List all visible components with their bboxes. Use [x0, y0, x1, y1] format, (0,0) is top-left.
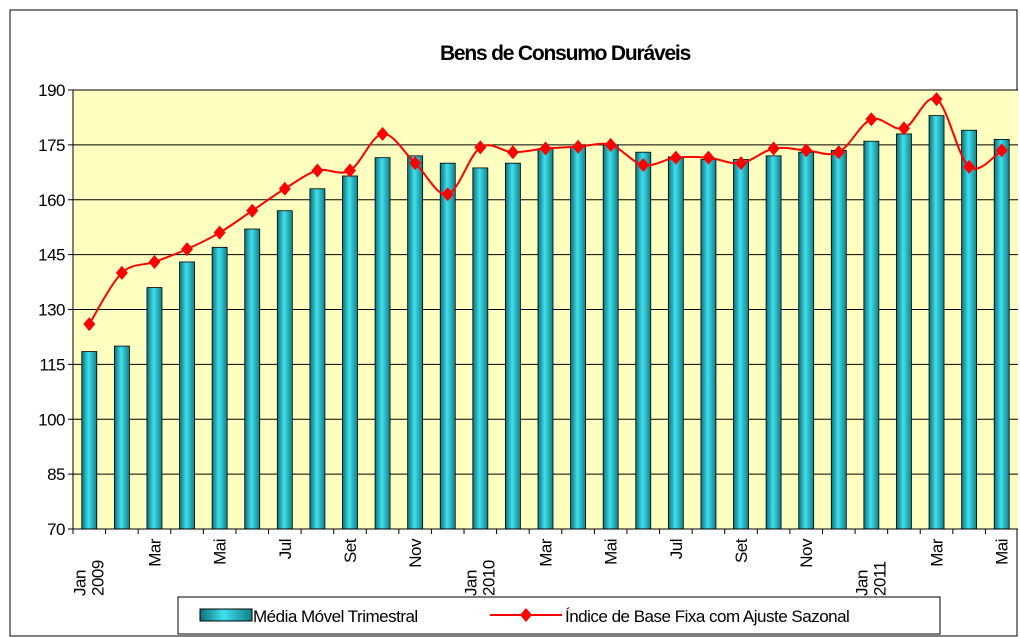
- x-tick-label: Mar: [928, 538, 947, 567]
- x-tick-label: Jan2011: [852, 561, 889, 596]
- y-tick-label: 160: [38, 191, 65, 210]
- bar: [928, 115, 945, 530]
- bar: [700, 159, 717, 530]
- line-marker: [115, 265, 128, 280]
- line-marker: [767, 141, 780, 156]
- x-tick-label: Mar: [145, 538, 164, 567]
- chart-title: Bens de Consumo Duráveis: [440, 42, 691, 65]
- line-marker: [376, 126, 389, 141]
- bar: [276, 210, 293, 530]
- bar: [244, 228, 261, 530]
- bar: [765, 155, 782, 530]
- legend-swatch: [199, 608, 253, 622]
- x-tick-label: Jan2009: [70, 560, 107, 596]
- bar: [439, 162, 456, 530]
- legend-label: Índice de Base Fixa com Ajuste Sazonal: [565, 607, 849, 626]
- line-marker: [735, 156, 748, 171]
- bar: [896, 133, 912, 530]
- line-marker: [897, 121, 910, 136]
- line-marker: [669, 150, 682, 165]
- bar: [179, 261, 195, 530]
- line-marker: [83, 317, 96, 332]
- line-marker: [181, 242, 194, 257]
- bar: [472, 167, 489, 530]
- y-tick-label: 115: [39, 355, 65, 374]
- line-marker: [474, 140, 487, 155]
- line-marker: [702, 150, 715, 165]
- y-tick-label: 145: [38, 246, 65, 265]
- x-tick-label: Set: [341, 538, 360, 563]
- bar: [374, 157, 391, 530]
- bar: [993, 138, 1010, 530]
- line-marker: [246, 203, 259, 218]
- bar: [407, 155, 424, 530]
- bar: [667, 156, 684, 530]
- bar: [342, 175, 358, 530]
- bar: [830, 149, 847, 530]
- bar: [309, 188, 326, 530]
- line-marker: [995, 143, 1008, 158]
- legend-label: Média Móvel Trimestral: [253, 607, 418, 626]
- y-tick-label: 190: [38, 81, 65, 100]
- x-tick-label: Set: [732, 538, 751, 563]
- bar: [146, 287, 163, 530]
- line-marker: [865, 112, 878, 127]
- line-marker: [441, 187, 454, 202]
- bar: [733, 159, 749, 530]
- line-marker: [604, 137, 617, 152]
- line-marker: [572, 139, 585, 154]
- line-marker: [800, 143, 813, 158]
- bar: [863, 140, 880, 530]
- line-marker: [343, 163, 356, 178]
- x-tick-label: Nov: [797, 538, 816, 568]
- line-marker: [637, 157, 650, 172]
- legend-swatch: [520, 608, 532, 622]
- bar: [961, 129, 978, 530]
- y-tick-label: 175: [38, 136, 65, 155]
- y-tick-label: 85: [47, 465, 65, 484]
- bar: [211, 246, 228, 530]
- bar: [505, 162, 521, 530]
- line-marker: [278, 181, 291, 196]
- bar: [113, 345, 130, 530]
- x-tick-label: Jul: [276, 539, 295, 559]
- line-marker: [539, 141, 552, 156]
- x-tick-label: Mai: [993, 539, 1012, 565]
- y-tick-label: 100: [38, 410, 65, 429]
- line-marker: [963, 159, 976, 174]
- x-tick-label: Mai: [602, 539, 621, 565]
- bar: [81, 351, 98, 530]
- x-tick-label: Mai: [211, 539, 230, 565]
- bar: [602, 144, 619, 530]
- line-marker: [311, 163, 324, 178]
- y-tick-label: 130: [38, 301, 65, 320]
- x-tick-label: Mar: [537, 538, 556, 567]
- line-marker: [506, 145, 519, 160]
- x-tick-label: Jul: [667, 539, 686, 559]
- x-tick-label: Nov: [406, 538, 425, 568]
- y-tick-label: 70: [47, 520, 65, 539]
- bar: [635, 151, 652, 530]
- line-marker: [409, 156, 422, 171]
- line-marker: [832, 145, 845, 160]
- line-marker: [930, 92, 943, 107]
- bar: [798, 151, 815, 530]
- line-marker: [148, 254, 161, 269]
- bar: [570, 146, 586, 530]
- line-marker: [213, 225, 226, 240]
- x-tick-label: Jan2010: [461, 560, 498, 596]
- bar: [537, 148, 554, 530]
